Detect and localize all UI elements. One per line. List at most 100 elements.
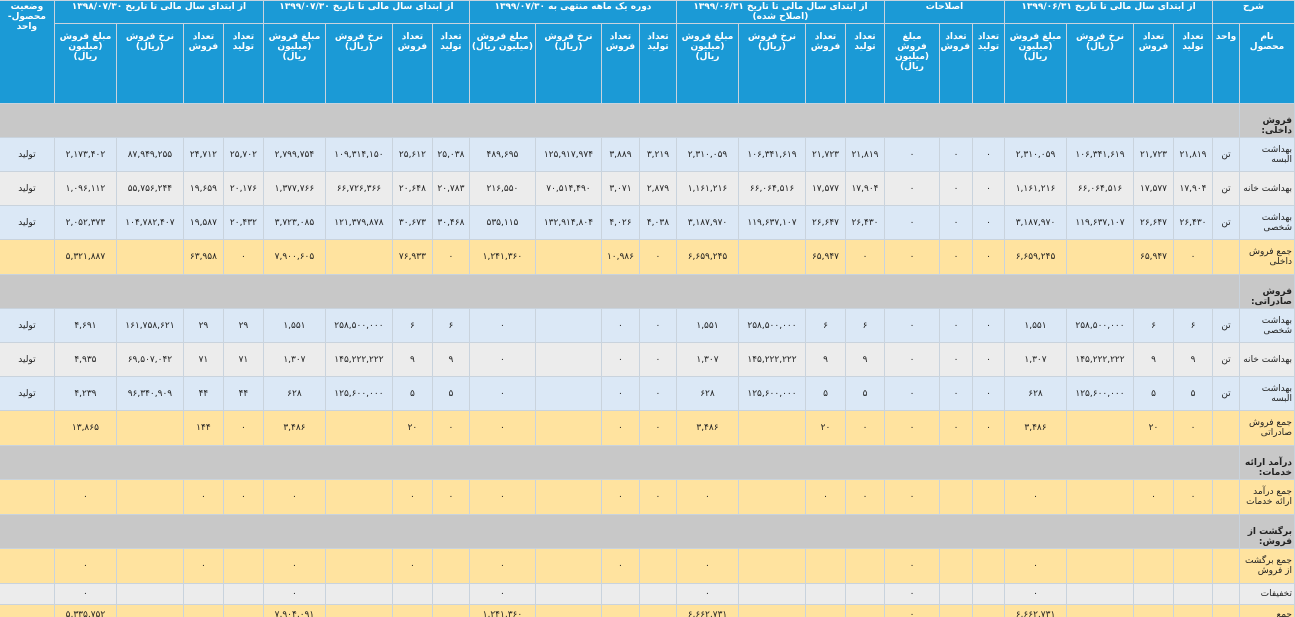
cell: ۶۵,۹۴۷ — [1133, 239, 1174, 275]
cell: ۰ — [262, 583, 326, 605]
cell: ۰ — [600, 479, 640, 515]
grand-total-row: جمع ۶,۶۶۲,۷۳۱ ۰ ۶,۶۶۲,۷۳۱ ۱,۲۴۱,۳۶۰ ۷,۹۰۴,۰۹۱… — [0, 604, 1295, 617]
cell: ۰ — [638, 308, 677, 343]
cell — [638, 583, 677, 605]
cell — [1066, 239, 1134, 275]
cell: ۰ — [600, 410, 640, 446]
cell — [222, 604, 264, 617]
cell: ۰ — [883, 410, 941, 446]
row-label: بهداشت البسه — [1239, 137, 1295, 172]
cell: ۱۲۵,۶۰۰,۰۰۰ — [1066, 376, 1134, 411]
cell: ۳,۴۸۶ — [262, 410, 326, 446]
cell: ۵ — [804, 376, 846, 411]
cell: ۰ — [844, 239, 885, 275]
cell: ۰ — [972, 205, 1005, 240]
cell: ۱۴۵,۲۲۲,۲۲۲ — [1066, 342, 1134, 377]
row-label: جمع درآمد ارائه خدمات — [1239, 479, 1295, 515]
row-label: جمع برگشت از فروش — [1239, 548, 1295, 584]
cell — [324, 583, 393, 605]
cell: تن — [1212, 205, 1240, 240]
cell: ۰ — [468, 376, 536, 411]
cell: ۴۴ — [182, 376, 224, 411]
cell — [1133, 548, 1174, 584]
cell — [0, 274, 1241, 309]
cell: ۰ — [468, 479, 536, 515]
column-header: تعداد فروش — [600, 23, 640, 104]
cell: ۰ — [391, 479, 433, 515]
cell — [0, 410, 55, 446]
cell: ۲۰,۷۸۳ — [431, 171, 470, 206]
group-header: از ابتدای سال مالی تا تاریخ ۱۳۹۸/۰۷/۳۰ — [53, 0, 264, 24]
cell: ۹ — [391, 342, 433, 377]
column-header: مبلغ فروش (میلیون ریال) — [262, 23, 326, 104]
column-header: نرخ فروش (ریال) — [1066, 23, 1134, 104]
column-header: تعداد تولید — [1173, 23, 1213, 104]
cell: ۰ — [182, 548, 224, 584]
row-label: جمع فروش داخلی — [1239, 239, 1295, 275]
cell — [0, 604, 55, 617]
cell: ۹ — [804, 342, 846, 377]
cell — [600, 604, 640, 617]
cell — [222, 548, 264, 584]
cell: ۱۶۱,۷۵۸,۶۲۱ — [115, 308, 184, 343]
cell: ۱۴۵,۲۲۲,۲۲۲ — [737, 342, 806, 377]
cell — [324, 548, 393, 584]
cell: ۰ — [431, 239, 470, 275]
cell — [1212, 583, 1240, 605]
cell: ۲۵,۰۳۸ — [431, 137, 470, 172]
cell: ۰ — [53, 583, 117, 605]
cell — [1133, 604, 1174, 617]
cell: ۶,۶۵۹,۲۴۵ — [1004, 239, 1067, 275]
cell: ۰ — [468, 583, 536, 605]
column-header: نرخ فروش (ریال) — [534, 23, 602, 104]
cell — [391, 604, 433, 617]
cell: ۶ — [391, 308, 433, 343]
cell: ۳,۰۷۱ — [600, 171, 640, 206]
cell — [324, 410, 393, 446]
cell: ۳,۱۸۷,۹۷۰ — [1004, 205, 1067, 240]
column-header: نرخ فروش (ریال) — [115, 23, 184, 104]
cell: ۱۱۹,۶۳۷,۱۰۷ — [1066, 205, 1134, 240]
cell: ۰ — [468, 410, 536, 446]
cell — [1212, 410, 1240, 446]
group-header: از ابتدای سال مالی تا تاریخ ۱۳۹۹/۰۷/۳۰ — [262, 0, 470, 24]
cell: ۰ — [53, 548, 117, 584]
column-header: مبلغ فروش (میلیون ریال) — [468, 23, 536, 104]
cell: ۰ — [262, 479, 326, 515]
cell: ۴,۹۳۵ — [53, 342, 117, 377]
total-row: جمع درآمد ارائه خدمات ۰ ۰ ۰ ۰ ۰ ۰ ۰ ۰ ۰ ۰ ۰ ۰ ۰ ۰ ۰ ۰ — [0, 479, 1295, 515]
row-label: جمع فروش صادراتی — [1239, 410, 1295, 446]
cell: ۰ — [431, 479, 470, 515]
cell: ۴۸۹,۶۹۵ — [468, 137, 536, 172]
cell: ۰ — [638, 376, 677, 411]
cell: ۲۱,۸۱۹ — [844, 137, 885, 172]
cell: ۶ — [431, 308, 470, 343]
cell — [1133, 583, 1174, 605]
cell: ۱۹,۶۵۹ — [182, 171, 224, 206]
cell — [0, 103, 1241, 138]
cell: ۱۰۹,۳۱۴,۱۵۰ — [324, 137, 393, 172]
cell — [115, 410, 184, 446]
cell — [431, 548, 470, 584]
column-header: تعداد تولید — [844, 23, 885, 104]
cell: ۰ — [638, 342, 677, 377]
cell: ۰ — [972, 239, 1005, 275]
cell: تولید — [0, 342, 55, 377]
cell: ۲۱,۸۱۹ — [1173, 137, 1213, 172]
cell: ۹ — [1173, 342, 1213, 377]
cell: ۰ — [883, 308, 941, 343]
section-title: درآمد ارائه خدمات: — [1239, 445, 1295, 480]
cell: ۰ — [972, 376, 1005, 411]
cell: ۵۵,۷۵۶,۲۴۴ — [115, 171, 184, 206]
cell: ۰ — [939, 205, 973, 240]
cell: ۲۰ — [391, 410, 433, 446]
column-header: نرخ فروش (ریال) — [737, 23, 806, 104]
cell: ۶,۶۶۲,۷۳۱ — [1004, 604, 1067, 617]
cell: ۴۴ — [222, 376, 264, 411]
cell: ۰ — [468, 308, 536, 343]
row-label: بهداشت البسه — [1239, 376, 1295, 411]
column-header: مبلغ فروش (میلیون ریال) — [53, 23, 117, 104]
cell: ۰ — [600, 548, 640, 584]
